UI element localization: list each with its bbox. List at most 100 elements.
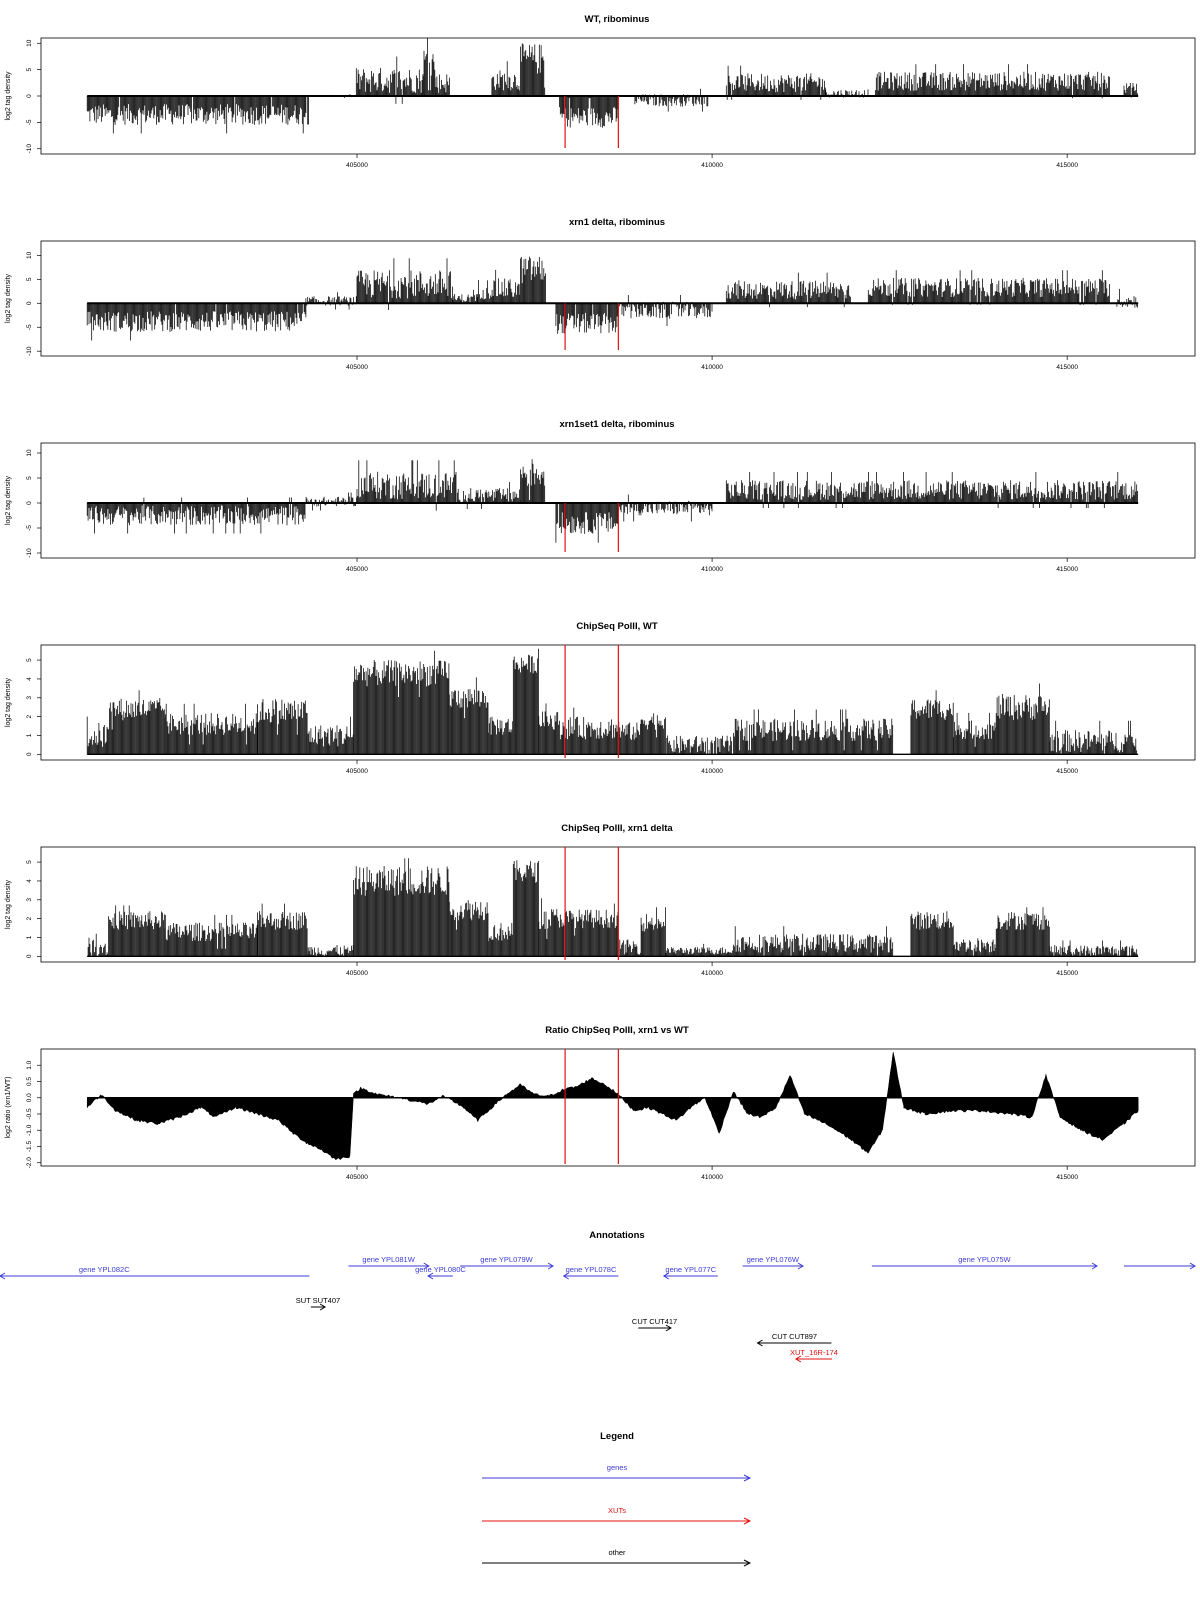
density-segment <box>512 648 539 755</box>
density-segment <box>477 269 521 304</box>
chart-panel: ChipSeq PolII, xrn1 delta log2 tag densit… <box>5 823 1196 977</box>
density-segment <box>356 460 457 511</box>
data-series <box>86 256 1138 341</box>
density-segment <box>164 914 258 957</box>
x-tick-label: 415000 <box>1056 566 1078 573</box>
density-segment <box>1116 288 1138 308</box>
x-tick-label: 410000 <box>701 566 723 573</box>
density-segment <box>520 459 546 503</box>
y-tick-label: 0 <box>26 301 33 305</box>
density-segment <box>520 43 546 96</box>
y-axis-label: log2 tag density <box>5 273 12 323</box>
chart-title: ChipSeq PolII, WT <box>576 621 657 632</box>
y-axis-label: log2 tag density <box>5 677 12 727</box>
data-series <box>86 648 1138 755</box>
x-tick-label: 415000 <box>1056 364 1078 371</box>
y-tick-label: 10 <box>26 449 33 457</box>
density-segment <box>618 494 713 522</box>
y-tick-label: -5 <box>26 525 33 531</box>
y-tick-label: 0 <box>26 501 33 505</box>
density-segment <box>164 703 258 755</box>
density-segment <box>257 903 308 957</box>
density-segment <box>618 295 713 326</box>
density-segment <box>452 289 478 304</box>
x-tick-label: 410000 <box>701 162 723 169</box>
plot-frame <box>40 240 1196 357</box>
density-segment <box>353 650 450 755</box>
y-tick-label: 1 <box>26 733 33 737</box>
data-series <box>87 858 1138 957</box>
density-segment <box>456 482 521 509</box>
y-tick-label: 3 <box>26 696 33 700</box>
y-axis-label: log2 tag density <box>5 71 12 121</box>
y-tick-label: -10 <box>26 548 33 558</box>
density-segment <box>356 258 453 310</box>
y-tick-label: 0 <box>26 954 33 958</box>
y-tick-label: 2 <box>26 916 33 920</box>
y-tick-label: -10 <box>26 144 33 154</box>
density-segment <box>995 683 1050 755</box>
y-tick-label: -10 <box>26 346 33 356</box>
density-segment <box>488 716 514 755</box>
y-tick-label: 5 <box>26 277 33 281</box>
density-segment <box>633 88 709 112</box>
chart-panel: ChipSeq PolII, WT log2 tag density 5 4 3 2 1 0 4… <box>5 621 1196 775</box>
y-tick-label: 5 <box>26 860 33 864</box>
density-segment <box>725 272 851 308</box>
y-tick-label: 4 <box>26 677 33 681</box>
density-segment <box>875 64 1110 99</box>
density-segment <box>725 65 826 100</box>
density-segment <box>640 713 666 755</box>
x-tick-label: 415000 <box>1056 970 1078 977</box>
density-segment <box>304 492 357 511</box>
chart-title: xrn1 delta, ribominus <box>569 217 665 228</box>
density-segment <box>86 302 307 341</box>
y-tick-label: 5 <box>26 476 33 480</box>
data-series <box>86 459 1138 543</box>
y-tick-label: 0 <box>26 752 33 756</box>
chart-panel: xrn1set1 delta, ribominus log2 tag densit… <box>5 419 1196 573</box>
y-tick-label: 10 <box>26 39 33 47</box>
plot-frame <box>40 442 1196 559</box>
density-segment <box>559 96 619 128</box>
density-segment <box>953 712 997 755</box>
density-segment <box>257 699 308 755</box>
density-segment <box>1049 720 1138 755</box>
data-series <box>86 38 1138 134</box>
y-tick-label: 5 <box>26 658 33 662</box>
density-segment <box>108 690 166 755</box>
x-tick-label: 410000 <box>701 364 723 371</box>
density-segment <box>87 933 109 957</box>
x-tick-label: 405000 <box>346 364 368 371</box>
density-segment <box>733 709 894 755</box>
y-tick-label: 3 <box>26 898 33 902</box>
y-axis-label: log2 tag density <box>5 879 12 929</box>
y-tick-label: 5 <box>26 67 33 71</box>
density-segment <box>555 303 619 334</box>
density-segment <box>306 945 354 957</box>
chart-title: WT, ribominus <box>585 14 650 25</box>
x-tick-label: 410000 <box>701 970 723 977</box>
density-segment <box>666 735 732 755</box>
density-segment <box>910 690 954 755</box>
chart-panel: WT, ribominus log2 tag density 10 5 0 -5 -10 40… <box>5 14 1196 169</box>
density-segment <box>619 722 641 755</box>
y-tick-label: 2 <box>26 714 33 718</box>
density-segment <box>86 716 109 755</box>
x-tick-label: 405000 <box>346 566 368 573</box>
density-segment <box>520 256 546 304</box>
chart-title: xrn1set1 delta, ribominus <box>559 419 674 430</box>
x-tick-label: 410000 <box>701 768 723 775</box>
x-tick-label: 405000 <box>346 970 368 977</box>
density-segment <box>422 38 436 96</box>
density-segment <box>448 677 489 755</box>
y-tick-label: 0 <box>26 94 33 98</box>
density-segment <box>867 270 1110 305</box>
y-tick-label: -5 <box>26 324 33 330</box>
x-tick-label: 405000 <box>346 162 368 169</box>
density-segment <box>306 716 354 755</box>
x-tick-label: 405000 <box>346 768 368 775</box>
density-segment <box>353 858 450 957</box>
density-segment <box>108 905 166 957</box>
